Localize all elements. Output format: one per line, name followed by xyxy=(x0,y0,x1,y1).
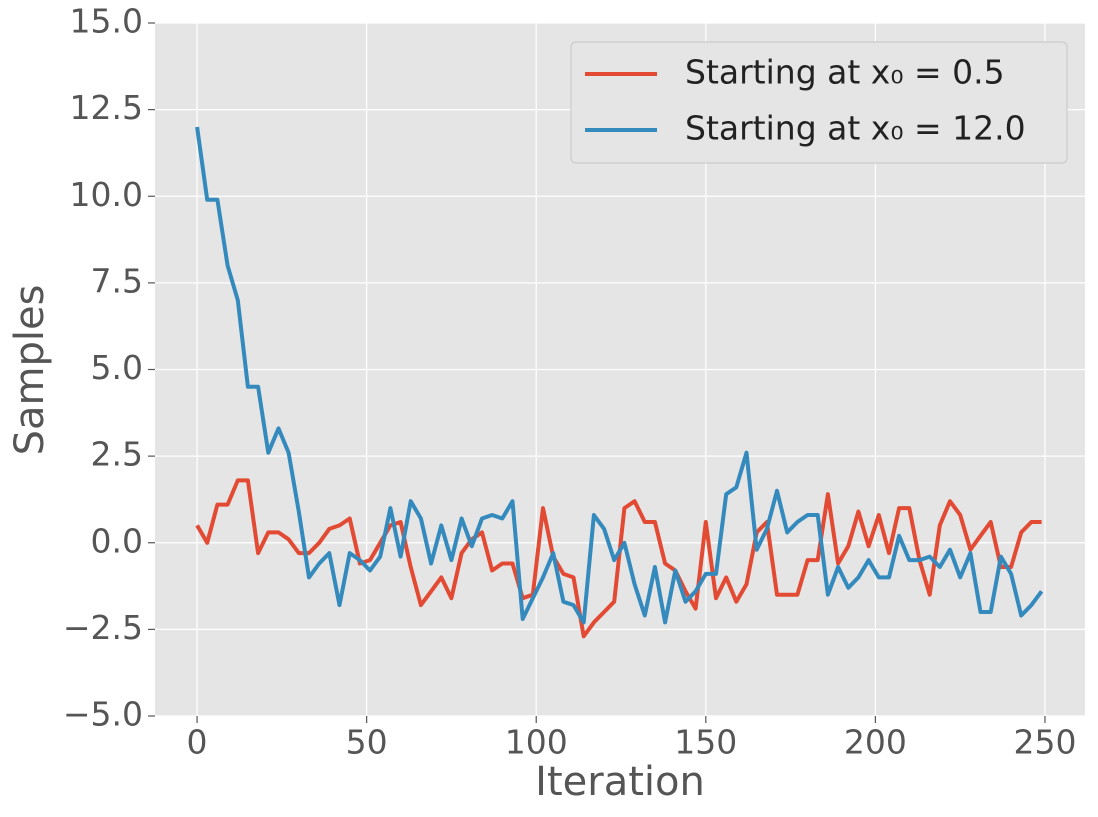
x-tick-label: 150 xyxy=(674,723,737,762)
x-tick-label: 50 xyxy=(346,723,388,762)
x-tick-label: 200 xyxy=(844,723,907,762)
x-tick-label: 250 xyxy=(1013,723,1076,762)
legend-label: Starting at x₀ = 0.5 xyxy=(685,53,1005,92)
y-tick-label: 12.5 xyxy=(70,88,143,127)
x-axis-label: Iteration xyxy=(535,759,705,805)
legend-label: Starting at x₀ = 12.0 xyxy=(685,109,1026,148)
y-tick-label: 0.0 xyxy=(91,521,143,560)
y-tick-label: 7.5 xyxy=(91,261,143,300)
y-axis-label: Samples xyxy=(7,285,53,456)
x-tick-label: 0 xyxy=(187,723,208,762)
series-line xyxy=(195,126,1044,625)
y-tick-label: 10.0 xyxy=(70,175,143,214)
y-tick-label: 5.0 xyxy=(91,348,143,387)
y-tick-label: 15.0 xyxy=(70,2,143,41)
y-tick-label: 2.5 xyxy=(91,435,143,474)
y-tick-label: −5.0 xyxy=(63,695,143,734)
legend-box xyxy=(570,41,1068,164)
y-tick-label: −2.5 xyxy=(63,608,143,647)
x-tick-label: 100 xyxy=(505,723,568,762)
